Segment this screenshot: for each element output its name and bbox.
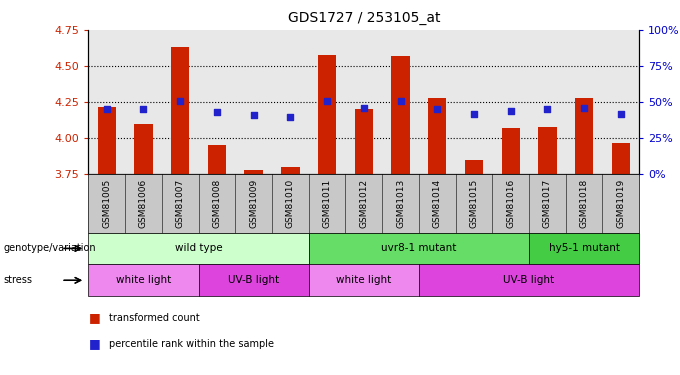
Text: GSM81014: GSM81014	[432, 179, 442, 228]
Text: ■: ■	[88, 311, 100, 324]
Bar	[575, 98, 593, 174]
Bar	[465, 160, 483, 174]
Point	[395, 98, 406, 104]
Point	[615, 111, 626, 117]
Point	[358, 105, 369, 111]
Text: UV-B light: UV-B light	[503, 275, 555, 285]
Bar	[318, 54, 336, 174]
Text: GDS1727 / 253105_at: GDS1727 / 253105_at	[288, 11, 440, 25]
Text: percentile rank within the sample: percentile rank within the sample	[109, 339, 274, 350]
Point	[101, 106, 112, 112]
Text: UV-B light: UV-B light	[228, 275, 279, 285]
Text: ■: ■	[88, 338, 100, 351]
Point	[469, 111, 479, 117]
Text: GSM81005: GSM81005	[102, 179, 112, 228]
Text: GSM81010: GSM81010	[286, 179, 295, 228]
Bar	[245, 170, 262, 174]
Point	[138, 106, 149, 112]
Text: GSM81016: GSM81016	[506, 179, 515, 228]
Text: white light: white light	[336, 275, 392, 285]
Point	[542, 106, 553, 112]
Text: GSM81009: GSM81009	[249, 179, 258, 228]
Point	[211, 109, 222, 115]
Text: GSM81013: GSM81013	[396, 179, 405, 228]
Text: GSM81019: GSM81019	[616, 179, 626, 228]
Point	[285, 114, 296, 120]
Text: white light: white light	[116, 275, 171, 285]
Bar	[539, 127, 556, 174]
Bar	[171, 47, 189, 174]
Text: wild type: wild type	[175, 243, 222, 254]
Text: GSM81008: GSM81008	[212, 179, 222, 228]
Text: GSM81007: GSM81007	[175, 179, 185, 228]
Text: GSM81015: GSM81015	[469, 179, 479, 228]
Text: hy5-1 mutant: hy5-1 mutant	[549, 243, 619, 254]
Bar	[98, 106, 116, 174]
Text: GSM81018: GSM81018	[579, 179, 589, 228]
Bar	[355, 110, 373, 174]
Point	[505, 108, 516, 114]
Text: transformed count: transformed count	[109, 313, 199, 323]
Text: GSM81012: GSM81012	[359, 179, 369, 228]
Text: GSM81006: GSM81006	[139, 179, 148, 228]
Text: genotype/variation: genotype/variation	[3, 243, 96, 254]
Bar	[282, 167, 299, 174]
Bar	[428, 98, 446, 174]
Bar	[135, 124, 153, 174]
Point	[579, 105, 590, 111]
Text: stress: stress	[3, 275, 33, 285]
Point	[432, 106, 443, 112]
Point	[322, 98, 333, 104]
Bar	[391, 56, 409, 174]
Text: uvr8-1 mutant: uvr8-1 mutant	[381, 243, 456, 254]
Bar	[208, 146, 226, 174]
Bar	[612, 142, 630, 174]
Point	[175, 98, 186, 104]
Text: GSM81017: GSM81017	[543, 179, 552, 228]
Bar	[502, 128, 520, 174]
Point	[248, 112, 259, 118]
Text: GSM81011: GSM81011	[322, 179, 332, 228]
